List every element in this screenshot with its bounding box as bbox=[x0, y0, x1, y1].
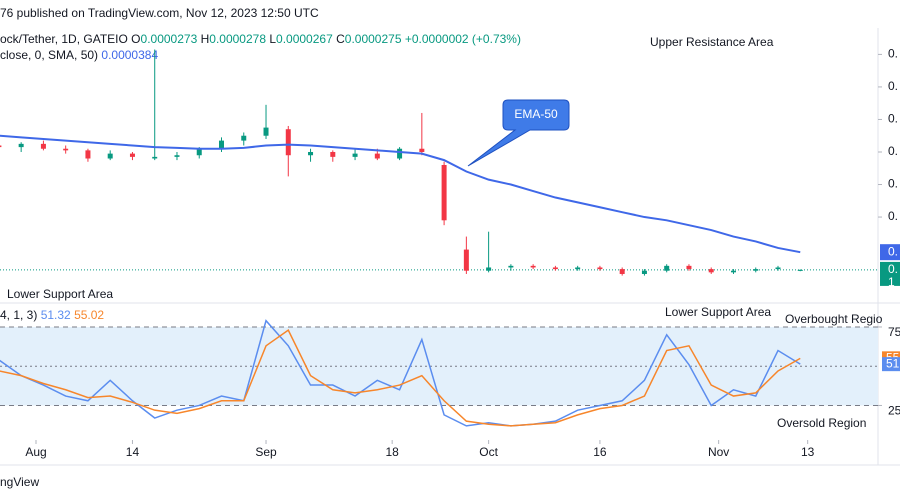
annotation: Overbought Regio bbox=[785, 312, 883, 326]
candle-body bbox=[107, 153, 113, 159]
ohlc-letter: C bbox=[336, 32, 345, 46]
candle-body bbox=[641, 270, 647, 274]
x-tick-label: Aug bbox=[25, 445, 46, 459]
candle-body bbox=[352, 153, 358, 157]
published: 76 published on TradingView.com, Nov 12,… bbox=[0, 6, 319, 20]
annotation: Oversold Region bbox=[777, 416, 866, 430]
ohlc-letter: L bbox=[269, 32, 276, 46]
annotation: Upper Resistance Area bbox=[650, 35, 774, 49]
x-tick-label: Sep bbox=[255, 445, 277, 459]
candle-body bbox=[575, 267, 581, 270]
price-badge-label: 1 bbox=[888, 275, 895, 289]
y-tick-label: 25 bbox=[888, 404, 900, 418]
x-tick-label: 14 bbox=[126, 445, 140, 459]
candle-body bbox=[174, 155, 180, 157]
annotation: Lower Support Area bbox=[7, 287, 113, 301]
indicator-label: 4, 1, 3) bbox=[0, 308, 37, 322]
value-badge-label: 51.32 bbox=[886, 356, 900, 370]
close-value: 0.0000275 bbox=[345, 32, 402, 46]
annotation: EMA-50 bbox=[514, 107, 558, 121]
open-value: 0.0000273 bbox=[141, 32, 198, 46]
ohlc-letter: O bbox=[131, 32, 140, 46]
candle-body bbox=[664, 265, 670, 271]
y-tick-label: 0. bbox=[888, 112, 898, 126]
price-badge-label: 0. bbox=[888, 262, 898, 276]
ema-badge bbox=[880, 244, 900, 261]
candle-body bbox=[40, 143, 46, 149]
y-tick-label: 0. bbox=[888, 47, 898, 61]
high-value: 0.0000278 bbox=[209, 32, 266, 46]
symbol: ock/Tether, 1D, GATEIO bbox=[0, 32, 128, 46]
value-badge bbox=[882, 357, 900, 372]
candle-body bbox=[441, 165, 447, 221]
x-tick-label: 13 bbox=[801, 445, 815, 459]
candle-body bbox=[753, 269, 759, 271]
x-tick-label: 16 bbox=[593, 445, 607, 459]
candle-body bbox=[196, 148, 202, 156]
x-tick-label: Oct bbox=[479, 445, 498, 459]
ohlc-letter: H bbox=[201, 32, 210, 46]
candle-body bbox=[730, 270, 736, 273]
candle-body bbox=[486, 267, 492, 271]
candle-body bbox=[285, 129, 291, 156]
annotation: Lower Support Area bbox=[665, 305, 771, 319]
candle-body bbox=[397, 148, 403, 159]
ma-legend: close, 0, SMA, 50) 0.0000384 bbox=[0, 48, 158, 62]
price-badge bbox=[880, 261, 900, 286]
ema-line bbox=[0, 134, 801, 254]
candle-body bbox=[797, 269, 803, 271]
candle-body bbox=[308, 151, 314, 156]
d-value: 55.02 bbox=[74, 308, 104, 322]
candle-body bbox=[552, 267, 558, 270]
stoch-line bbox=[0, 319, 801, 427]
ema-badge-label: 0. bbox=[888, 244, 898, 258]
candle-body bbox=[619, 269, 625, 274]
x-tick-label: Nov bbox=[708, 445, 729, 459]
candle-body bbox=[508, 265, 514, 268]
candle-body bbox=[219, 140, 224, 149]
callout-bubble bbox=[467, 99, 570, 167]
candle-body bbox=[85, 150, 91, 159]
candle-body bbox=[18, 143, 24, 148]
y-tick-label: 0. bbox=[888, 209, 898, 223]
candle-body bbox=[374, 153, 380, 159]
low-value: 0.0000267 bbox=[276, 32, 333, 46]
candle-body bbox=[419, 148, 425, 152]
candle-body bbox=[530, 265, 536, 268]
y-tick-label: 0. bbox=[888, 79, 898, 93]
candle-body bbox=[241, 135, 247, 141]
ma-label: close, 0, SMA, 50) bbox=[0, 48, 98, 62]
indicator-legend: 4, 1, 3) 51.32 55.02 bbox=[0, 308, 104, 322]
candle-body bbox=[129, 153, 135, 157]
ma-value: 0.0000384 bbox=[101, 48, 158, 62]
stoch-line bbox=[0, 328, 801, 427]
candle-body bbox=[0, 145, 2, 148]
candle-body bbox=[330, 151, 336, 157]
candle-body bbox=[152, 156, 158, 159]
candle-body bbox=[686, 265, 692, 270]
y-tick-label: 0. bbox=[888, 144, 898, 158]
y-tick-label: 0. bbox=[888, 177, 898, 191]
candle-body bbox=[597, 267, 603, 270]
candle-body bbox=[263, 127, 269, 136]
y-tick-label: 75 bbox=[888, 325, 900, 339]
candle-body bbox=[775, 267, 781, 270]
candle-body bbox=[708, 269, 714, 273]
candle-body bbox=[463, 249, 469, 271]
symbol-legend: ock/Tether, 1D, GATEIO O0.0000273 H0.000… bbox=[0, 32, 521, 46]
change: +0.0000002 (+0.73%) bbox=[405, 32, 521, 46]
x-tick-label: 18 bbox=[385, 445, 399, 459]
footer: ngView bbox=[0, 475, 39, 489]
k-value: 51.32 bbox=[41, 308, 71, 322]
candle-body bbox=[63, 148, 69, 151]
